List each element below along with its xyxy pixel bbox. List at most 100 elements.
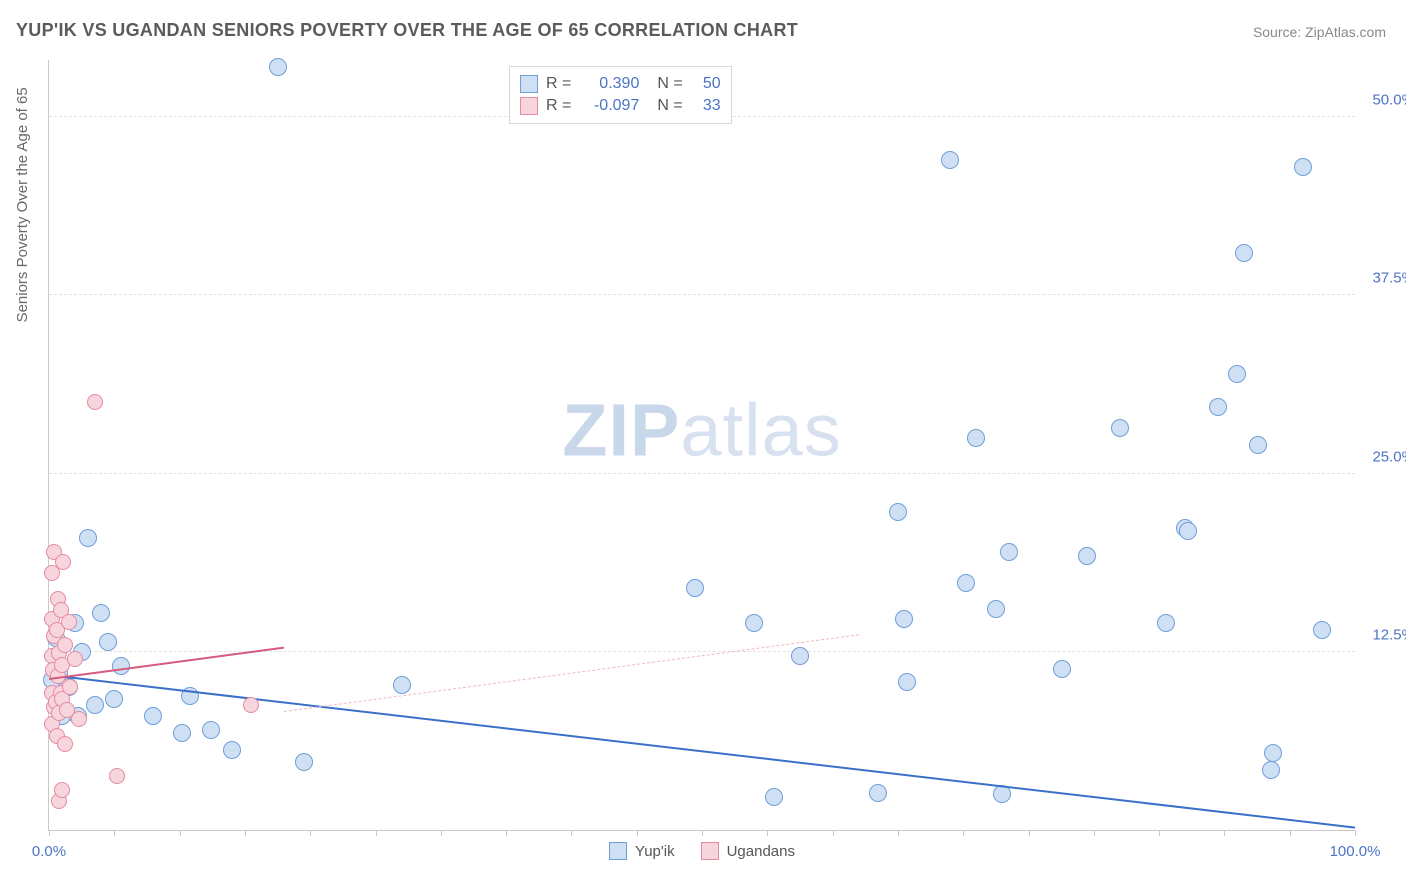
trend-line: [49, 674, 1355, 829]
data-point: [765, 788, 783, 806]
x-tick: [180, 830, 181, 836]
data-point: [1264, 744, 1282, 762]
r-value: -0.097: [579, 97, 639, 115]
data-point: [393, 676, 411, 694]
data-point: [269, 58, 287, 76]
x-tick-label: 0.0%: [32, 843, 66, 860]
data-point: [895, 610, 913, 628]
data-point: [144, 707, 162, 725]
x-tick: [637, 830, 638, 836]
data-point: [112, 657, 130, 675]
legend-item: Yup'ik: [609, 842, 675, 860]
x-tick: [1224, 830, 1225, 836]
data-point: [202, 721, 220, 739]
chart-title: YUP'IK VS UGANDAN SENIORS POVERTY OVER T…: [16, 20, 798, 41]
x-tick-label: 100.0%: [1330, 843, 1381, 860]
data-point: [1078, 547, 1096, 565]
data-point: [92, 604, 110, 622]
x-tick: [571, 830, 572, 836]
data-point: [67, 651, 83, 667]
x-tick: [963, 830, 964, 836]
scatter-chart: ZIPatlas 12.5%25.0%37.5%50.0%0.0%100.0%R…: [48, 60, 1355, 831]
x-tick: [506, 830, 507, 836]
data-point: [1235, 244, 1253, 262]
data-point: [869, 784, 887, 802]
data-point: [54, 782, 70, 798]
data-point: [1179, 522, 1197, 540]
x-tick: [49, 830, 50, 836]
data-point: [57, 637, 73, 653]
x-tick: [833, 830, 834, 836]
data-point: [55, 554, 71, 570]
data-point: [223, 741, 241, 759]
data-point: [1209, 398, 1227, 416]
data-point: [957, 574, 975, 592]
data-point: [898, 673, 916, 691]
y-tick-label: 37.5%: [1361, 270, 1406, 287]
trend-line: [284, 634, 859, 712]
y-axis-title: Seniors Poverty Over the Age of 65: [14, 87, 31, 322]
legend-swatch: [609, 842, 627, 860]
data-point: [1294, 158, 1312, 176]
legend-swatch: [701, 842, 719, 860]
legend-label: Yup'ik: [635, 843, 675, 860]
gridline: [49, 473, 1355, 474]
gridline: [49, 294, 1355, 295]
x-tick: [1094, 830, 1095, 836]
source-attribution: Source: ZipAtlas.com: [1253, 24, 1386, 40]
r-label: R =: [546, 75, 571, 93]
data-point: [243, 697, 259, 713]
n-label: N =: [657, 97, 682, 115]
data-point: [62, 679, 78, 695]
correlation-legend: R = 0.390 N = 50 R = -0.097 N = 33: [509, 66, 732, 124]
x-tick: [114, 830, 115, 836]
data-point: [99, 633, 117, 651]
legend-label: Ugandans: [727, 843, 795, 860]
n-value: 33: [691, 97, 721, 115]
data-point: [1249, 436, 1267, 454]
correlation-legend-row: R = -0.097 N = 33: [520, 95, 721, 117]
y-tick-label: 25.0%: [1361, 448, 1406, 465]
x-tick: [376, 830, 377, 836]
n-label: N =: [657, 75, 682, 93]
legend-swatch: [520, 97, 538, 115]
x-tick: [898, 830, 899, 836]
data-point: [87, 394, 103, 410]
data-point: [105, 690, 123, 708]
data-point: [86, 696, 104, 714]
data-point: [295, 753, 313, 771]
x-tick: [702, 830, 703, 836]
x-tick: [1029, 830, 1030, 836]
series-legend: Yup'ik Ugandans: [609, 842, 795, 860]
x-tick: [441, 830, 442, 836]
n-value: 50: [691, 75, 721, 93]
data-point: [967, 429, 985, 447]
data-point: [745, 614, 763, 632]
legend-item: Ugandans: [701, 842, 795, 860]
data-point: [686, 579, 704, 597]
y-tick-label: 12.5%: [1361, 626, 1406, 643]
data-point: [109, 768, 125, 784]
r-value: 0.390: [579, 75, 639, 93]
r-label: R =: [546, 97, 571, 115]
data-point: [79, 529, 97, 547]
x-tick: [310, 830, 311, 836]
data-point: [941, 151, 959, 169]
data-point: [1313, 621, 1331, 639]
watermark: ZIPatlas: [562, 387, 841, 472]
correlation-legend-row: R = 0.390 N = 50: [520, 73, 721, 95]
y-tick-label: 50.0%: [1361, 92, 1406, 109]
data-point: [173, 724, 191, 742]
data-point: [1053, 660, 1071, 678]
data-point: [1157, 614, 1175, 632]
data-point: [57, 736, 73, 752]
data-point: [889, 503, 907, 521]
data-point: [1228, 365, 1246, 383]
x-tick: [1355, 830, 1356, 836]
x-tick: [1159, 830, 1160, 836]
x-tick: [245, 830, 246, 836]
data-point: [1262, 761, 1280, 779]
legend-swatch: [520, 75, 538, 93]
data-point: [1000, 543, 1018, 561]
data-point: [61, 614, 77, 630]
